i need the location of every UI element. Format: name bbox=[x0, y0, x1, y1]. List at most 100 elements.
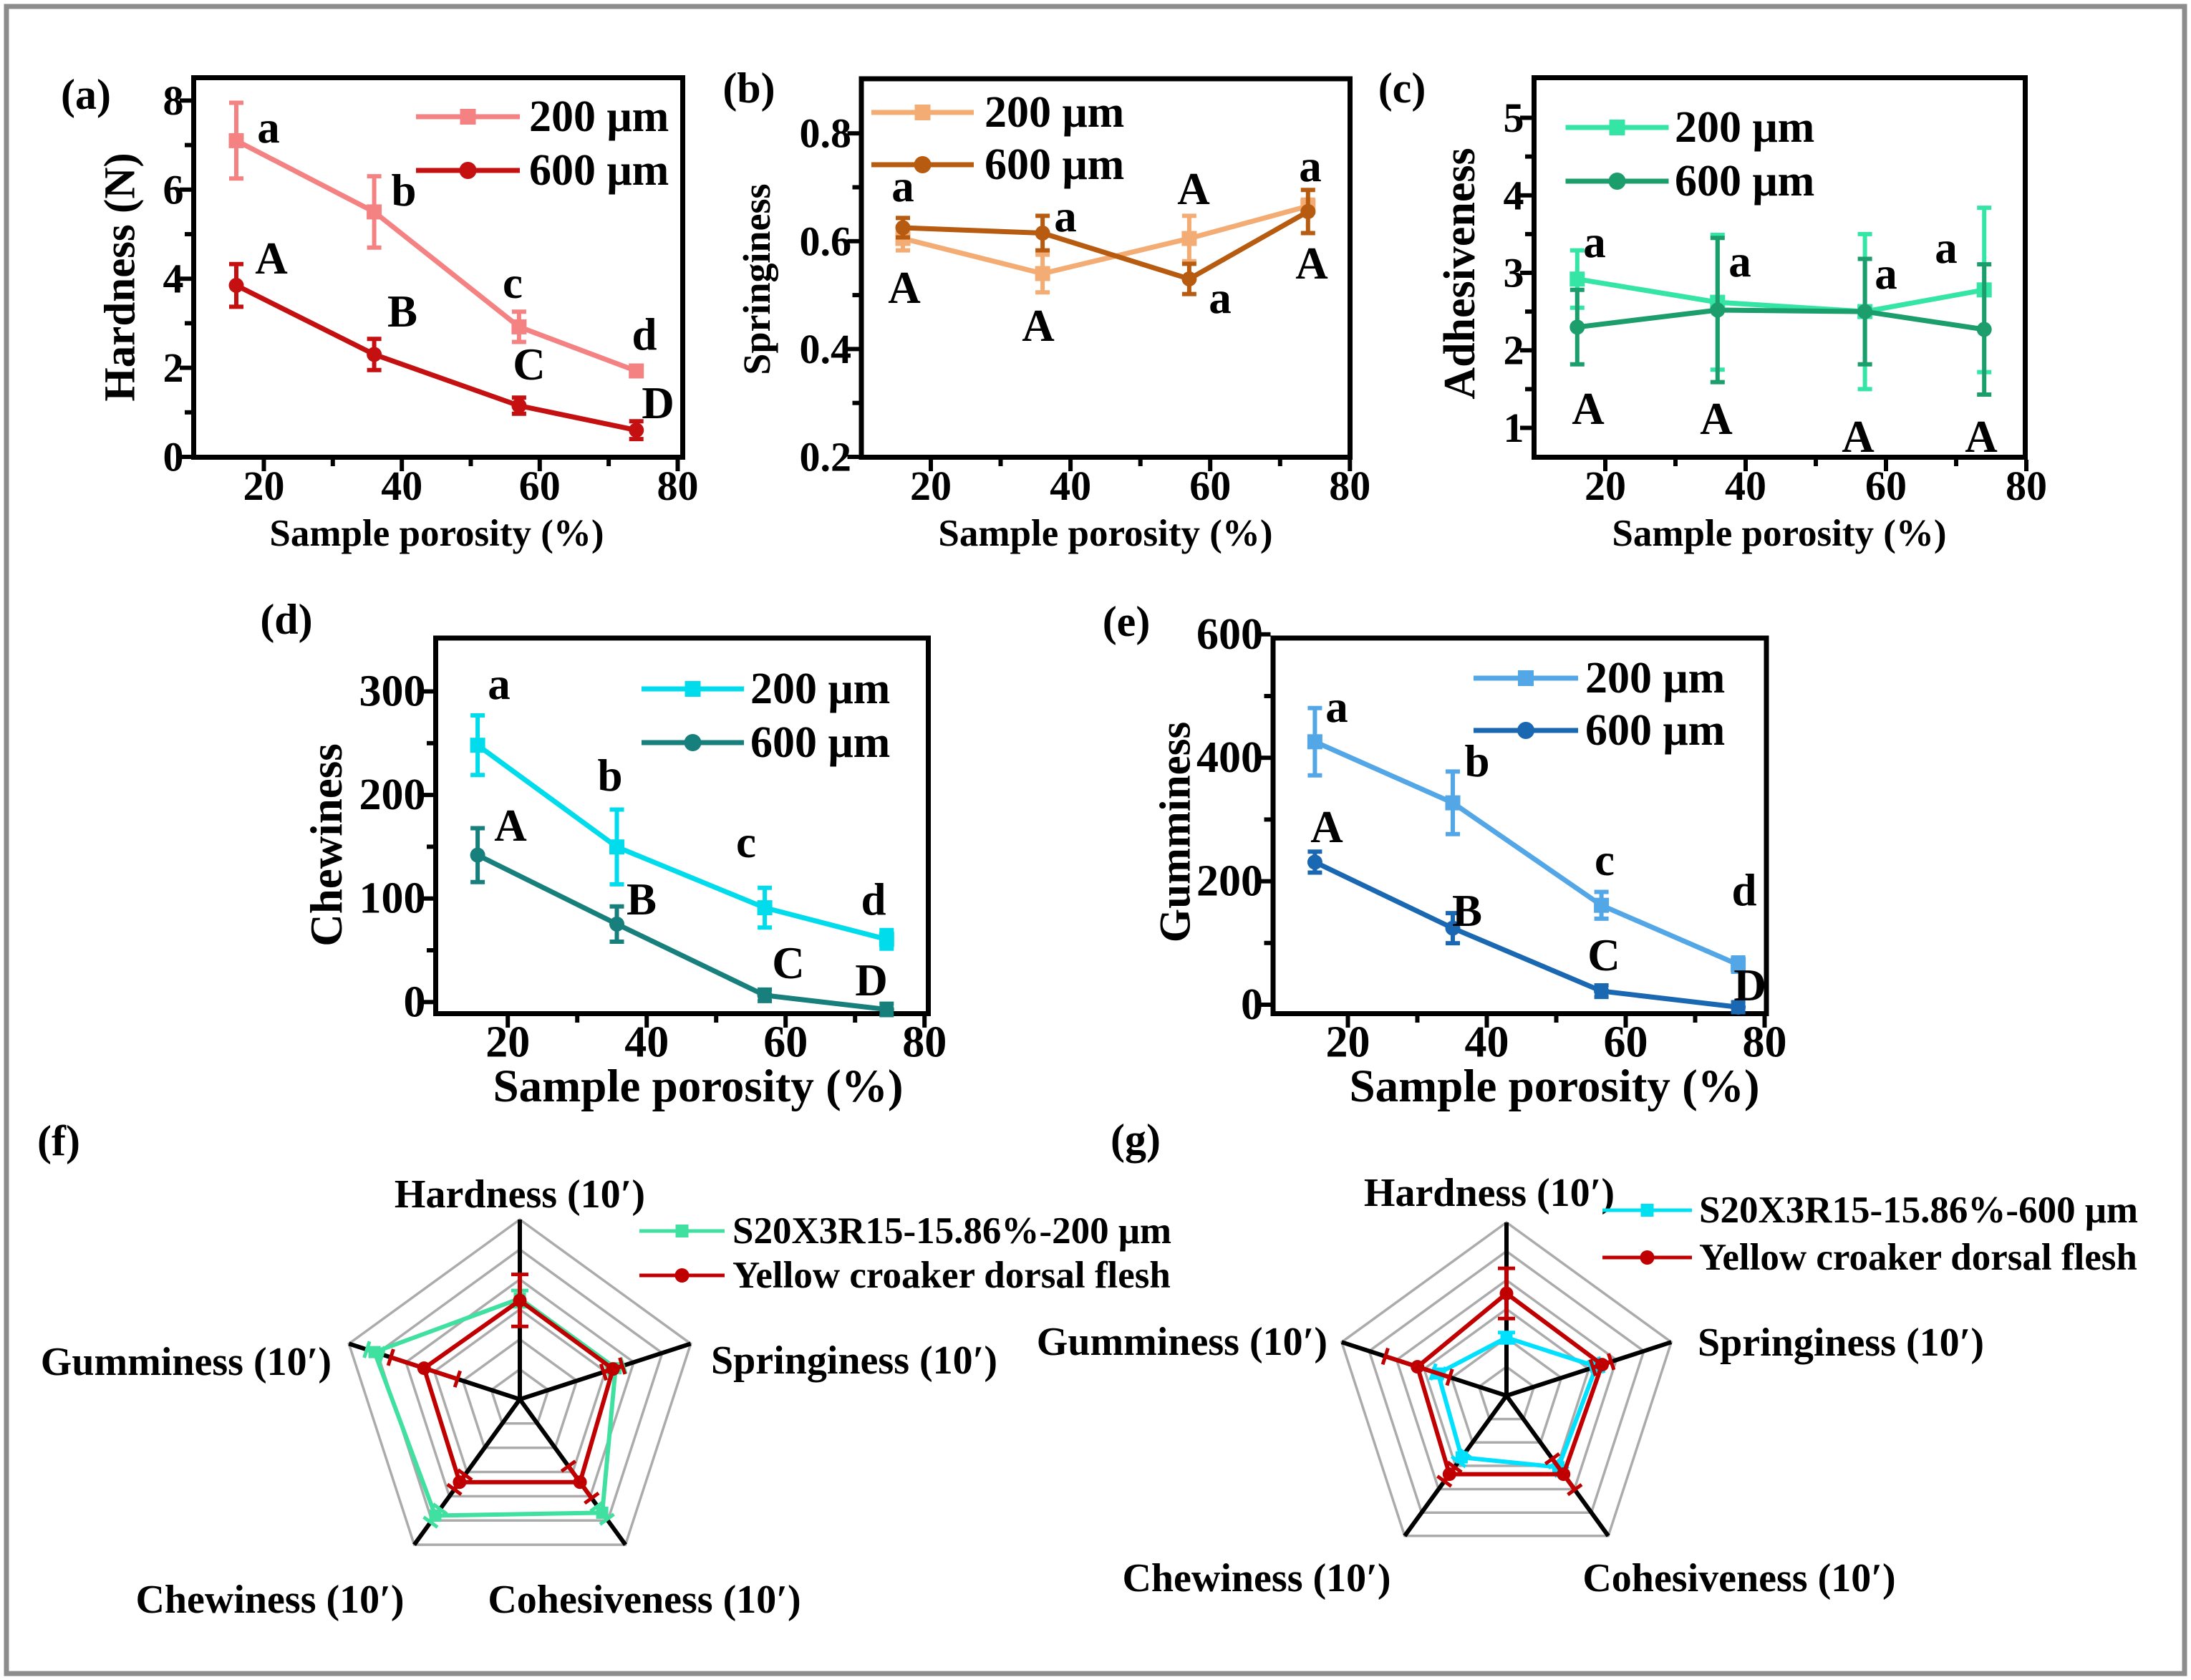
svg-text:80: 80 bbox=[2006, 463, 2047, 509]
svg-text:(f): (f) bbox=[37, 1117, 80, 1164]
svg-text:A: A bbox=[1572, 384, 1605, 434]
svg-text:200 μm: 200 μm bbox=[1585, 654, 1725, 703]
svg-text:3: 3 bbox=[1504, 250, 1524, 296]
svg-text:4: 4 bbox=[163, 256, 184, 302]
svg-text:Yellow croaker dorsal flesh: Yellow croaker dorsal flesh bbox=[1699, 1237, 2137, 1278]
svg-text:Hardness (N): Hardness (N) bbox=[97, 153, 145, 401]
svg-text:Hardness (10′): Hardness (10′) bbox=[1364, 1171, 1615, 1215]
svg-text:0.2: 0.2 bbox=[800, 434, 852, 481]
svg-text:c: c bbox=[736, 817, 756, 867]
svg-text:b: b bbox=[1464, 736, 1489, 786]
svg-text:400: 400 bbox=[1196, 733, 1263, 782]
svg-text:S20X3R15-15.86%-200 μm: S20X3R15-15.86%-200 μm bbox=[732, 1210, 1171, 1252]
svg-text:a: a bbox=[1299, 141, 1322, 191]
svg-text:Chewiness (10′): Chewiness (10′) bbox=[135, 1578, 404, 1622]
svg-text:a: a bbox=[1728, 236, 1751, 286]
svg-text:a: a bbox=[1325, 682, 1348, 732]
svg-text:200: 200 bbox=[359, 771, 426, 819]
svg-text:Springiness (10′): Springiness (10′) bbox=[1698, 1321, 1984, 1365]
svg-text:(g): (g) bbox=[1111, 1116, 1161, 1163]
svg-text:C: C bbox=[513, 339, 546, 390]
svg-text:A: A bbox=[1177, 164, 1210, 214]
svg-text:600 μm: 600 μm bbox=[1585, 706, 1725, 755]
svg-text:A: A bbox=[1022, 301, 1055, 351]
svg-text:Gumminess (10′): Gumminess (10′) bbox=[41, 1340, 332, 1384]
svg-text:80: 80 bbox=[657, 463, 699, 509]
svg-text:S20X3R15-15.86%-600 μm: S20X3R15-15.86%-600 μm bbox=[1699, 1189, 2138, 1231]
svg-text:20: 20 bbox=[1585, 463, 1626, 509]
svg-text:Sample porosity (%): Sample porosity (%) bbox=[269, 513, 604, 554]
svg-text:60: 60 bbox=[519, 463, 561, 509]
svg-text:Hardness (10′): Hardness (10′) bbox=[395, 1172, 645, 1217]
svg-text:a: a bbox=[1583, 217, 1606, 267]
svg-text:Cohesiveness (10′): Cohesiveness (10′) bbox=[488, 1578, 801, 1622]
svg-text:200 μm: 200 μm bbox=[750, 665, 890, 713]
svg-text:1: 1 bbox=[1504, 405, 1524, 451]
svg-text:40: 40 bbox=[1050, 463, 1091, 509]
svg-text:Gumminess (10′): Gumminess (10′) bbox=[1037, 1320, 1327, 1364]
svg-text:B: B bbox=[1452, 886, 1482, 936]
svg-text:200 μm: 200 μm bbox=[1675, 103, 1814, 152]
svg-text:a: a bbox=[257, 102, 280, 153]
svg-text:20: 20 bbox=[485, 1018, 530, 1067]
svg-text:0: 0 bbox=[163, 434, 184, 481]
svg-text:2: 2 bbox=[1504, 327, 1524, 374]
svg-text:80: 80 bbox=[1329, 463, 1370, 509]
svg-text:40: 40 bbox=[381, 463, 422, 509]
svg-text:600 μm: 600 μm bbox=[1675, 157, 1814, 206]
svg-text:6: 6 bbox=[163, 166, 184, 213]
svg-text:60: 60 bbox=[1189, 463, 1231, 509]
svg-text:200 μm: 200 μm bbox=[529, 92, 669, 141]
svg-text:40: 40 bbox=[1725, 463, 1766, 509]
svg-text:Sample porosity (%): Sample porosity (%) bbox=[1350, 1061, 1760, 1112]
svg-text:d: d bbox=[861, 874, 886, 925]
svg-text:b: b bbox=[597, 750, 622, 801]
svg-text:A: A bbox=[1295, 238, 1328, 289]
svg-text:60: 60 bbox=[763, 1018, 808, 1067]
svg-text:200 μm: 200 μm bbox=[985, 88, 1124, 137]
svg-text:Sample porosity (%): Sample porosity (%) bbox=[1612, 513, 1946, 554]
svg-text:(d): (d) bbox=[260, 596, 312, 643]
svg-text:(b): (b) bbox=[722, 64, 775, 112]
svg-text:0.6: 0.6 bbox=[800, 218, 852, 264]
svg-text:600 μm: 600 μm bbox=[985, 140, 1124, 189]
svg-text:20: 20 bbox=[243, 463, 285, 509]
svg-text:D: D bbox=[855, 955, 888, 1005]
svg-text:Chewiness (10′): Chewiness (10′) bbox=[1122, 1556, 1390, 1601]
svg-text:600: 600 bbox=[1196, 610, 1263, 659]
svg-text:d: d bbox=[632, 309, 657, 359]
svg-text:60: 60 bbox=[1865, 463, 1907, 509]
svg-text:a: a bbox=[1875, 248, 1897, 299]
svg-text:20: 20 bbox=[910, 463, 952, 509]
svg-text:0: 0 bbox=[1241, 980, 1263, 1029]
svg-text:b: b bbox=[391, 165, 416, 216]
svg-text:Sample porosity (%): Sample porosity (%) bbox=[493, 1061, 904, 1112]
svg-text:0.4: 0.4 bbox=[800, 326, 852, 372]
svg-text:Adhesiveness: Adhesiveness bbox=[1436, 148, 1484, 399]
svg-text:a: a bbox=[1054, 191, 1077, 241]
svg-text:(a): (a) bbox=[61, 71, 111, 118]
svg-text:100: 100 bbox=[359, 874, 426, 923]
svg-text:Yellow croaker dorsal flesh: Yellow croaker dorsal flesh bbox=[732, 1255, 1171, 1296]
svg-text:C: C bbox=[772, 938, 805, 988]
svg-text:a: a bbox=[1209, 273, 1232, 323]
svg-text:300: 300 bbox=[359, 667, 426, 716]
svg-text:2: 2 bbox=[163, 344, 184, 391]
svg-text:D: D bbox=[642, 378, 674, 428]
svg-text:8: 8 bbox=[163, 77, 184, 124]
svg-text:600 μm: 600 μm bbox=[750, 718, 890, 767]
svg-text:Gumminess: Gumminess bbox=[1152, 722, 1200, 942]
svg-text:40: 40 bbox=[624, 1018, 669, 1067]
svg-text:A: A bbox=[1310, 802, 1343, 852]
svg-text:C: C bbox=[1587, 930, 1620, 980]
svg-text:a: a bbox=[488, 659, 511, 709]
svg-text:A: A bbox=[1965, 412, 1998, 462]
svg-text:80: 80 bbox=[1743, 1018, 1787, 1067]
svg-text:A: A bbox=[1700, 394, 1733, 444]
svg-text:5: 5 bbox=[1504, 95, 1524, 141]
svg-text:A: A bbox=[888, 263, 921, 313]
svg-text:Springiness (10′): Springiness (10′) bbox=[711, 1338, 997, 1383]
svg-text:(e): (e) bbox=[1103, 598, 1151, 645]
svg-text:A: A bbox=[255, 233, 288, 284]
svg-text:c: c bbox=[503, 258, 523, 308]
